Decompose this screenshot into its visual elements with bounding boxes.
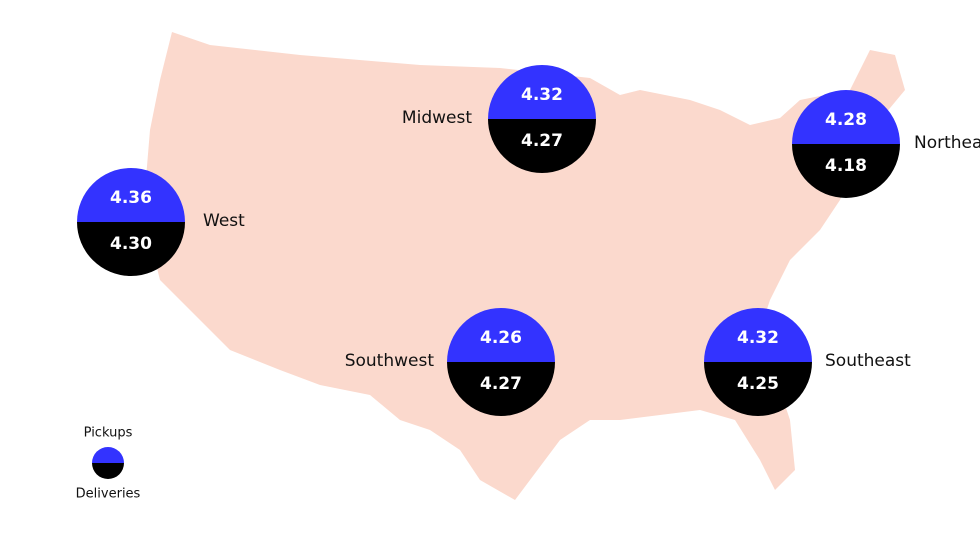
pickups-value: 4.26 (480, 328, 522, 348)
legend-top-half (92, 447, 124, 463)
pickups-value: 4.32 (521, 85, 563, 105)
deliveries-half (792, 144, 900, 198)
regions: 4.36 4.30 West 4.32 4.27 Midwest 4.28 4.18 North… (77, 65, 980, 416)
pickups-half (488, 65, 596, 119)
deliveries-value: 4.18 (825, 156, 867, 176)
deliveries-value: 4.30 (110, 234, 152, 254)
legend: Pickups Deliveries (76, 426, 141, 502)
legend-bottom: Deliveries (76, 487, 141, 502)
legend-bottom-half (92, 463, 124, 479)
legend-top: Pickups (84, 426, 133, 441)
pickups-value: 4.32 (737, 328, 779, 348)
pickups-half (792, 90, 900, 144)
region-name: Southeast (825, 351, 911, 371)
pickups-half (77, 168, 185, 222)
region-name: Midwest (402, 108, 472, 128)
region-name: West (203, 211, 245, 231)
deliveries-value: 4.27 (480, 374, 522, 394)
pickups-value: 4.36 (110, 188, 152, 208)
pickups-value: 4.28 (825, 110, 867, 130)
deliveries-half (77, 222, 185, 276)
region-name: Southwest (345, 351, 435, 371)
deliveries-value: 4.25 (737, 374, 779, 394)
deliveries-half (488, 119, 596, 173)
deliveries-half (447, 362, 555, 416)
pickups-half (704, 308, 812, 362)
region-name: Northeast (914, 133, 980, 153)
pickups-half (447, 308, 555, 362)
deliveries-value: 4.27 (521, 131, 563, 151)
deliveries-half (704, 362, 812, 416)
